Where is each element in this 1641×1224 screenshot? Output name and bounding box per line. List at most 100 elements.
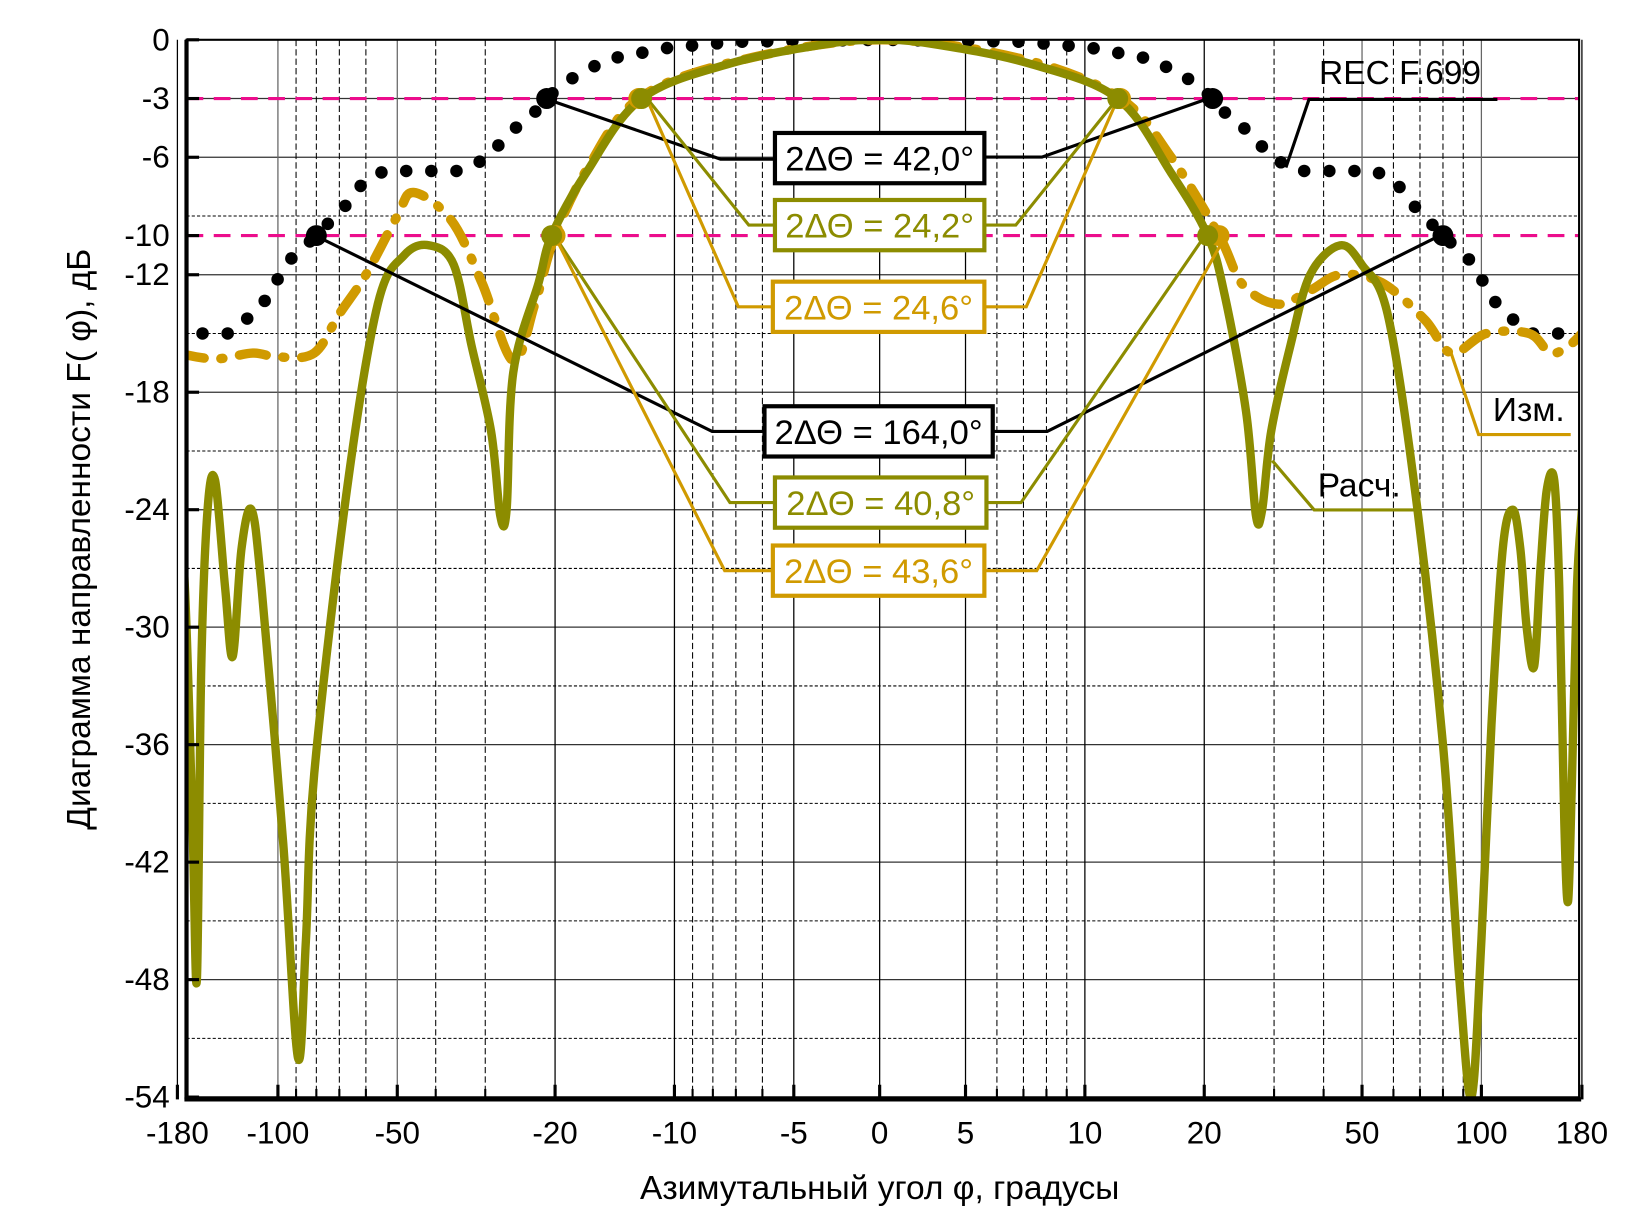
leader-164: [316, 235, 765, 433]
data-point: [1348, 164, 1361, 178]
leader-40-8: [553, 235, 775, 505]
y-tick-label: -6: [142, 140, 170, 175]
data-point: [196, 327, 209, 340]
x-tick-label: 100: [1455, 1115, 1507, 1150]
y-tick-label: -42: [124, 845, 169, 880]
data-point: [1506, 313, 1520, 326]
data-point: [710, 39, 724, 50]
data-point: [987, 39, 1000, 48]
leader-42-r: [984, 95, 1213, 159]
data-point: [240, 312, 254, 325]
x-tick-label: -180: [146, 1115, 209, 1150]
beamwidth-marker: [541, 225, 563, 247]
y-tick-label: -10: [124, 218, 169, 253]
data-point: [685, 39, 699, 52]
leader-42: [547, 97, 775, 161]
data-point: [1181, 72, 1195, 86]
annotation-box-24-6: 2ΔΘ = 24,6°: [770, 279, 987, 335]
y-tick-label: -12: [124, 257, 169, 292]
data-point: [611, 51, 624, 64]
ticks: 0-3-6-10-12-18-24-30-36-42-48-54-180 -100…: [124, 22, 1608, 1150]
data-point: [399, 164, 413, 178]
x-tick-label: 5: [957, 1115, 974, 1150]
leader-24-6-r: [984, 96, 1120, 309]
y-tick-label: 0: [152, 22, 169, 57]
x-tick-label: -100: [246, 1115, 309, 1150]
data-point: [1297, 164, 1311, 178]
data-point: [509, 121, 523, 134]
data-point: [354, 179, 367, 193]
data-point: [1112, 46, 1125, 60]
y-tick-label: -48: [124, 962, 169, 997]
data-point: [1274, 155, 1288, 169]
data-point: [1159, 60, 1173, 74]
annotation-box-40-8: 2ΔΘ = 40,8°: [772, 475, 989, 530]
legend-leader-calc: [1271, 459, 1414, 512]
data-point: [425, 164, 438, 178]
series-measured: [186, 39, 1580, 366]
data-point: [566, 71, 579, 85]
data-point: [375, 166, 388, 179]
data-point: [735, 39, 749, 48]
markers: [305, 88, 1454, 247]
data-point: [1062, 39, 1075, 53]
x-axis-title: Азимутальный угол φ, градусы: [640, 1170, 1119, 1207]
x-tick-label: 0: [871, 1115, 888, 1150]
annotation-box-164: 2ΔΘ = 164,0°: [762, 404, 995, 459]
legend-label-meas: Изм.: [1493, 392, 1565, 429]
leader-40-8-r: [986, 235, 1206, 505]
x-tick-label: -10: [652, 1115, 697, 1150]
data-point: [529, 105, 542, 118]
data-point: [258, 294, 271, 308]
beamwidth-marker: [305, 225, 327, 247]
annotation-text: 2ΔΘ = 24,6°: [784, 289, 973, 327]
annotation-box-43-6: 2ΔΘ = 43,6°: [770, 543, 987, 598]
data-point: [1323, 164, 1336, 178]
data-point: [1012, 39, 1025, 48]
data-point: [1489, 295, 1502, 309]
y-tick-label: -18: [124, 375, 169, 410]
legend-leader-rec: [1284, 97, 1498, 169]
y-tick-label: -54: [124, 1080, 169, 1115]
annotation-text: 2ΔΘ = 43,6°: [784, 553, 973, 591]
legend-leader-meas: [1448, 350, 1571, 437]
y-tick-label: -30: [124, 610, 169, 645]
data-point: [760, 39, 774, 48]
beamwidth-marker: [1202, 88, 1224, 109]
y-tick-label: -36: [124, 727, 169, 762]
data-point: [1238, 122, 1251, 135]
legend-label-rec: REC F.699: [1319, 55, 1481, 92]
annotation-box-24-2: 2ΔΘ = 24,2°: [772, 197, 987, 253]
annotation-box-42: 2ΔΘ = 42,0°: [772, 130, 987, 186]
beamwidth-marker: [536, 88, 558, 109]
x-tick-label: 10: [1067, 1115, 1102, 1150]
data-point: [1087, 42, 1100, 55]
data-point: [492, 139, 505, 152]
data-point: [1218, 106, 1232, 119]
x-tick-label: 180: [1556, 1115, 1608, 1150]
leader-24-6: [644, 96, 773, 309]
annotation-text: 2ΔΘ = 40,8°: [786, 485, 975, 523]
data-point: [271, 273, 284, 286]
beamwidth-marker: [631, 88, 653, 109]
annotation-text: 2ΔΘ = 42,0°: [785, 141, 974, 179]
data-point: [636, 46, 649, 59]
data-point: [588, 59, 601, 73]
data-point: [1426, 218, 1439, 232]
leader-24-2: [644, 96, 775, 227]
data-point: [1393, 180, 1406, 194]
beamwidth-marker: [1432, 225, 1454, 247]
data-point: [1476, 274, 1489, 287]
data-point: [1136, 51, 1150, 64]
data-point: [660, 41, 674, 55]
data-point: [1462, 253, 1476, 266]
data-point: [473, 155, 486, 168]
leader-24-2-r: [984, 96, 1120, 227]
x-tick-label: -20: [532, 1115, 577, 1150]
x-tick-label: -50: [375, 1115, 420, 1150]
leader-43-6-r: [984, 235, 1227, 573]
data-point: [450, 164, 463, 178]
x-tick-label: -5: [780, 1115, 808, 1150]
beamwidth-marker: [1107, 88, 1129, 109]
